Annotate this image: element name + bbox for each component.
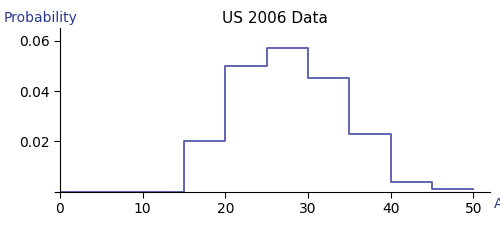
Text: Age of parent at child: Age of parent at child [494, 197, 500, 211]
Text: Probability: Probability [4, 11, 78, 25]
Title: US 2006 Data: US 2006 Data [222, 11, 328, 26]
